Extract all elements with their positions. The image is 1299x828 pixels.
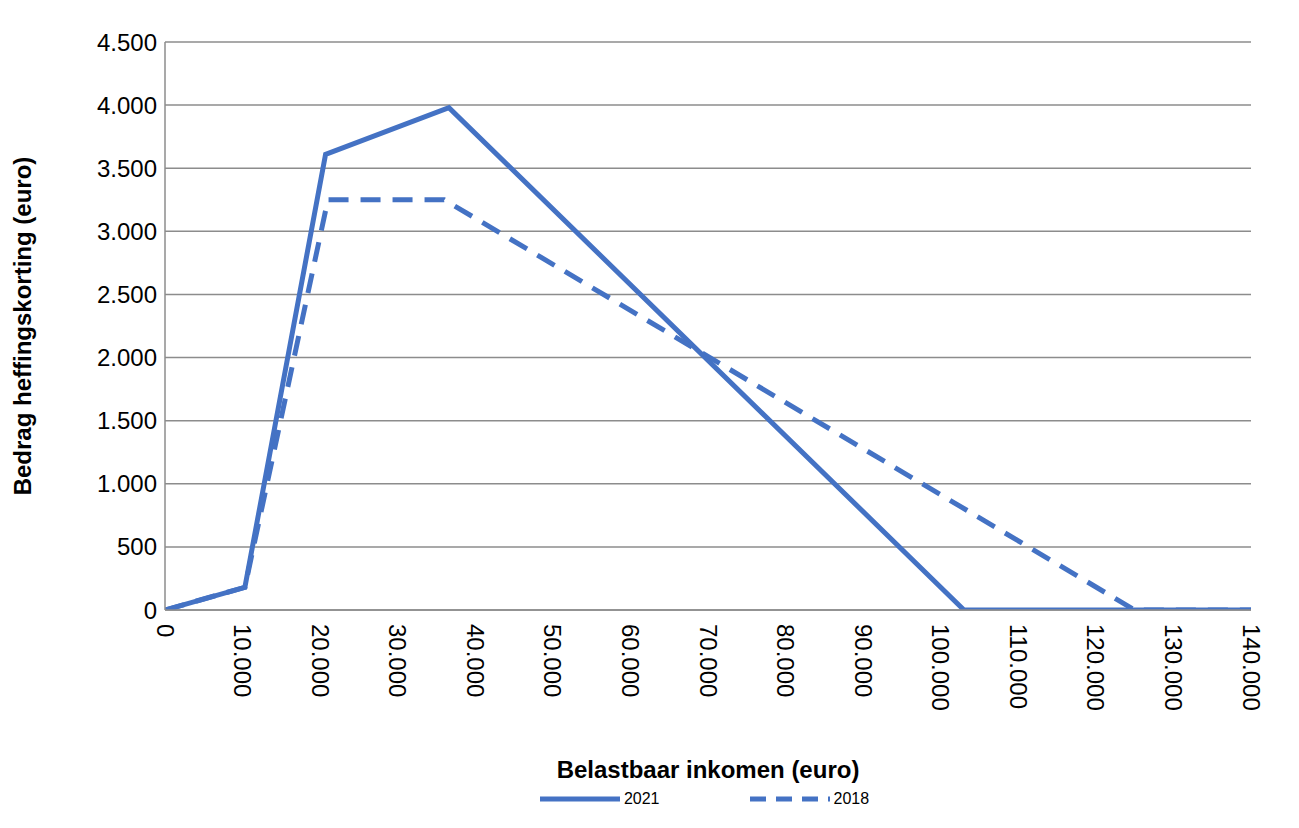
svg-text:100.000: 100.000 xyxy=(927,624,954,711)
svg-text:40.000: 40.000 xyxy=(462,624,489,697)
svg-text:10.000: 10.000 xyxy=(229,624,256,697)
svg-text:2.000: 2.000 xyxy=(97,344,157,371)
svg-text:110.000: 110.000 xyxy=(1005,624,1032,709)
svg-text:130.000: 130.000 xyxy=(1160,624,1187,711)
svg-text:30.000: 30.000 xyxy=(384,624,411,697)
svg-text:0: 0 xyxy=(152,624,179,637)
svg-text:Belastbaar inkomen (euro): Belastbaar inkomen (euro) xyxy=(557,756,860,783)
svg-text:80.000: 80.000 xyxy=(772,624,799,697)
svg-text:50.000: 50.000 xyxy=(539,624,566,697)
svg-text:4.500: 4.500 xyxy=(97,29,157,56)
html-text:2021: 2021 xyxy=(623,790,660,807)
svg-text:90.000: 90.000 xyxy=(850,624,877,697)
svg-text:Bedrag heffingskorting (euro): Bedrag heffingskorting (euro) xyxy=(9,157,36,496)
svg-text:4.000: 4.000 xyxy=(97,92,157,119)
svg-text:120.000: 120.000 xyxy=(1082,624,1109,711)
svg-text:500: 500 xyxy=(117,533,157,560)
svg-text:20.000: 20.000 xyxy=(307,624,334,697)
svg-text:2.500: 2.500 xyxy=(97,281,157,308)
svg-text:70.000: 70.000 xyxy=(695,624,722,697)
svg-text:60.000: 60.000 xyxy=(617,624,644,697)
svg-text:140.000: 140.000 xyxy=(1238,624,1265,711)
svg-text:3.000: 3.000 xyxy=(97,218,157,245)
svg-text:1.000: 1.000 xyxy=(97,470,157,497)
html-text:2018: 2018 xyxy=(833,790,870,807)
svg-text:1.500: 1.500 xyxy=(97,407,157,434)
svg-text:3.500: 3.500 xyxy=(97,155,157,182)
svg-text:0: 0 xyxy=(144,597,157,624)
